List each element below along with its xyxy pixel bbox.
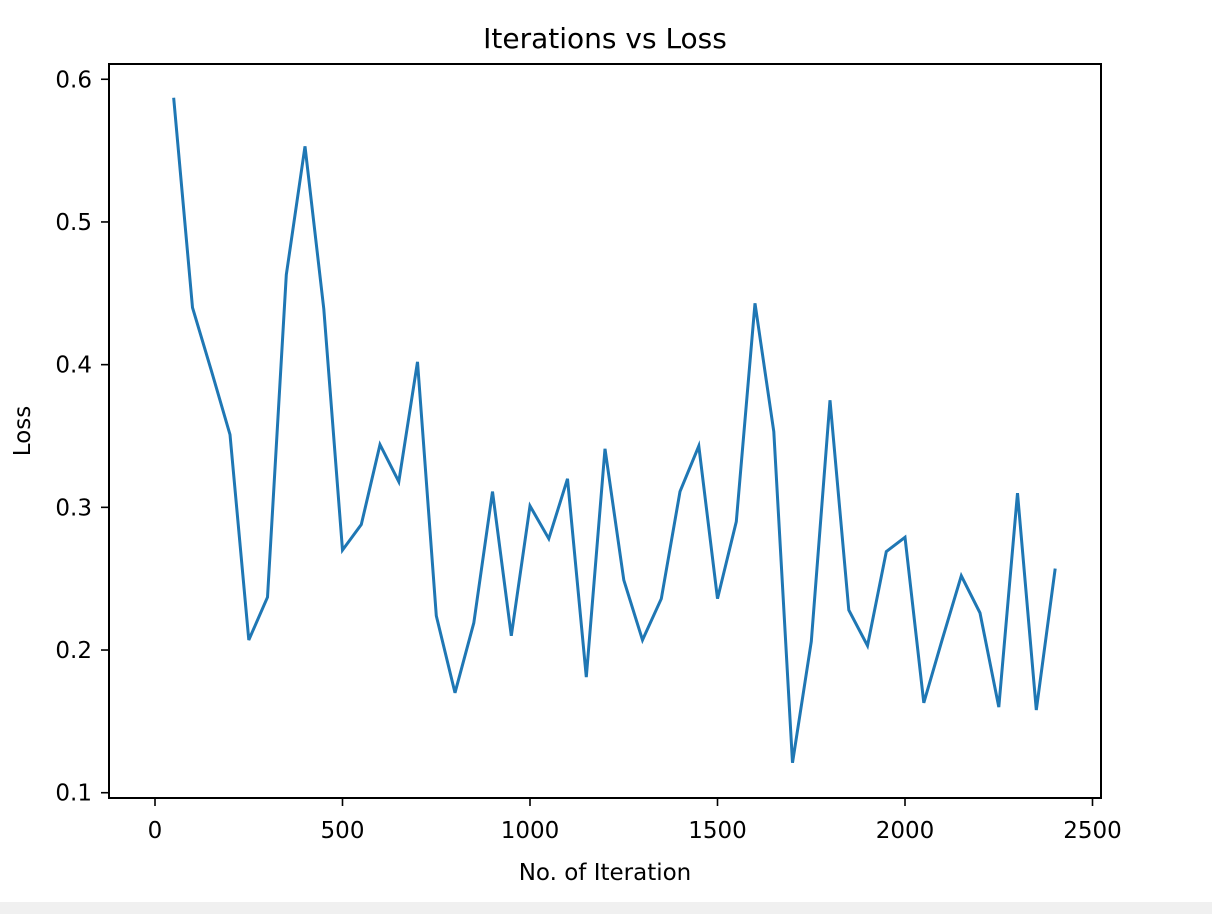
- y-tick-label: 0.5: [55, 210, 92, 236]
- y-tick-label: 0.2: [55, 638, 92, 664]
- x-tick-label: 2500: [1063, 818, 1122, 844]
- y-tick-label: 0.3: [55, 495, 92, 521]
- y-tick-label: 0.1: [55, 781, 92, 807]
- x-axis: 0 500 1000 1500 2000 2500: [148, 798, 1122, 844]
- x-tick-label: 1500: [688, 818, 747, 844]
- y-axis: 0.1 0.2 0.3 0.4 0.5 0.6: [55, 67, 109, 807]
- y-tick-label: 0.4: [55, 353, 92, 379]
- loss-series-line-0: [172, 97, 1057, 764]
- plot-frame: [108, 63, 1102, 799]
- x-axis-label: No. of Iteration: [519, 860, 692, 886]
- x-tick-label: 500: [321, 818, 365, 844]
- series-layer: [172, 97, 1057, 764]
- x-tick-label: 0: [148, 818, 163, 844]
- x-tick-label: 2000: [876, 818, 935, 844]
- bottom-strip: [0, 902, 1212, 914]
- chart-title: Iterations vs Loss: [483, 22, 727, 55]
- y-tick-label: 0.6: [55, 67, 92, 93]
- x-tick-label: 1000: [501, 818, 560, 844]
- y-axis-label: Loss: [10, 406, 36, 456]
